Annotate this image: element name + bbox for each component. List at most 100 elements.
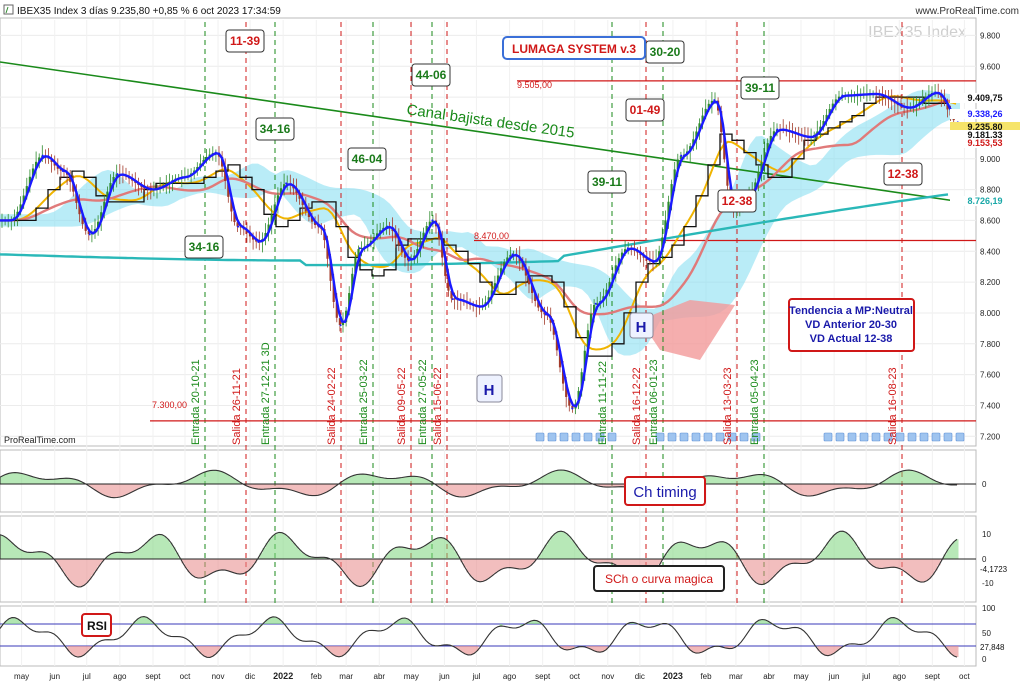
candle-body [527, 275, 531, 285]
candle-body [679, 155, 682, 160]
candle-body [103, 201, 106, 212]
price-tick-label: 9.800 [980, 31, 1001, 40]
time-tick-label: nov [601, 672, 614, 681]
candle-body [822, 121, 825, 127]
event-marker-icon [751, 432, 761, 442]
price-tick-label: 7.800 [980, 340, 1001, 349]
candle-body [772, 131, 775, 136]
candle-body [407, 257, 410, 261]
price-point [478, 305, 481, 308]
time-tick-label: 2023 [663, 671, 683, 681]
price-point [386, 225, 389, 228]
candle-body [230, 197, 233, 212]
count-box-frame [625, 98, 665, 122]
price-point [358, 247, 361, 250]
candle-body [552, 323, 555, 335]
rsi-label: RSI [87, 619, 107, 633]
sch-tick: 10 [982, 530, 991, 539]
time-tick-label: jun [48, 672, 60, 681]
candle-body [72, 182, 75, 192]
event-marker-icon [907, 432, 917, 442]
candle-body [357, 249, 360, 258]
time-tick-label: may [793, 672, 808, 681]
rsi-last-value: 27,848 [980, 643, 1005, 652]
count-box-frame [184, 235, 224, 259]
price-point [407, 259, 410, 262]
candle-body [444, 258, 447, 276]
candle-body [496, 275, 500, 283]
price-point [61, 170, 64, 173]
count-box-frame [255, 117, 295, 141]
chart-title: IBEX35 Index 3 días 9.235,80 +0,85 % 6 o… [17, 6, 281, 17]
count-box-frame [740, 76, 780, 100]
candle-body [828, 108, 831, 115]
time-tick-label: sept [925, 672, 941, 681]
candle-body [227, 181, 230, 197]
candle-body [562, 367, 565, 384]
price-tick-label: 8.400 [980, 247, 1001, 256]
candle-body [534, 293, 537, 302]
trend-box [788, 298, 915, 352]
ch-timing-line [0, 469, 957, 499]
signal-label-entry: Entrada 27-05-22 [417, 359, 429, 445]
candle-body [22, 195, 25, 205]
price-point [934, 91, 937, 94]
instrument-icon-mark [5, 6, 9, 14]
candle-body [834, 99, 837, 104]
candle-body [763, 152, 766, 163]
candle-body [710, 100, 713, 104]
event-marker-icon [955, 432, 965, 442]
price-tick-label: 8.200 [980, 278, 1001, 287]
signal-label-entry: Entrada 06-01-23 [648, 359, 660, 445]
candle-body [267, 224, 270, 233]
count-box-label: 30-20 [650, 45, 681, 59]
price-point [214, 151, 217, 154]
time-tick-label: jul [82, 672, 91, 681]
count-box-frame [883, 162, 923, 186]
candle-body [692, 139, 695, 146]
time-tick-label: jul [471, 672, 480, 681]
candle-body [276, 195, 279, 205]
signal-label-entry: Entrada 27-12-21 3D [260, 342, 272, 445]
sch-box [593, 565, 725, 592]
price-point [88, 233, 91, 236]
candle-body [580, 372, 583, 391]
signal-label-entry: Entrada 20-10-21 [190, 359, 202, 445]
candle-body [624, 249, 627, 253]
candle-body [428, 221, 431, 226]
candle-body [338, 318, 341, 326]
price-value-tag [950, 109, 1020, 119]
time-tick-label: mar [339, 672, 353, 681]
time-tick-label: dic [635, 672, 645, 681]
time-tick-label: feb [700, 672, 712, 681]
price-point [571, 407, 574, 410]
signal-label-entry: Entrada 11-11-22 [597, 361, 609, 445]
price-point [8, 219, 11, 222]
brand-label: www.ProRealTime.com [914, 6, 1019, 17]
count-box-frame [411, 63, 451, 87]
h-mark-1: H [484, 382, 495, 399]
candle-body [723, 132, 726, 160]
candle-body [87, 231, 90, 235]
time-tick-label: abr [763, 672, 775, 681]
time-tick-label: dic [245, 672, 255, 681]
sch-label: SCh o curva magica [605, 572, 713, 586]
price-value-tag [950, 130, 1020, 140]
candle-body [270, 214, 273, 225]
candles [0, 83, 955, 415]
time-tick-label: jun [438, 672, 450, 681]
candle-body [447, 276, 450, 291]
price-point [285, 182, 288, 185]
price-point [181, 176, 184, 179]
ichimoku-cloud [0, 90, 960, 360]
candle-body [351, 273, 354, 293]
candle-body [403, 252, 407, 258]
price-point [544, 313, 547, 316]
price-point [511, 253, 514, 256]
price-point [318, 225, 321, 228]
candle-body [673, 169, 676, 184]
candle-body [586, 330, 589, 351]
time-tick-label: 2022 [273, 671, 293, 681]
candle-body [335, 302, 338, 318]
candle-body [596, 303, 599, 305]
